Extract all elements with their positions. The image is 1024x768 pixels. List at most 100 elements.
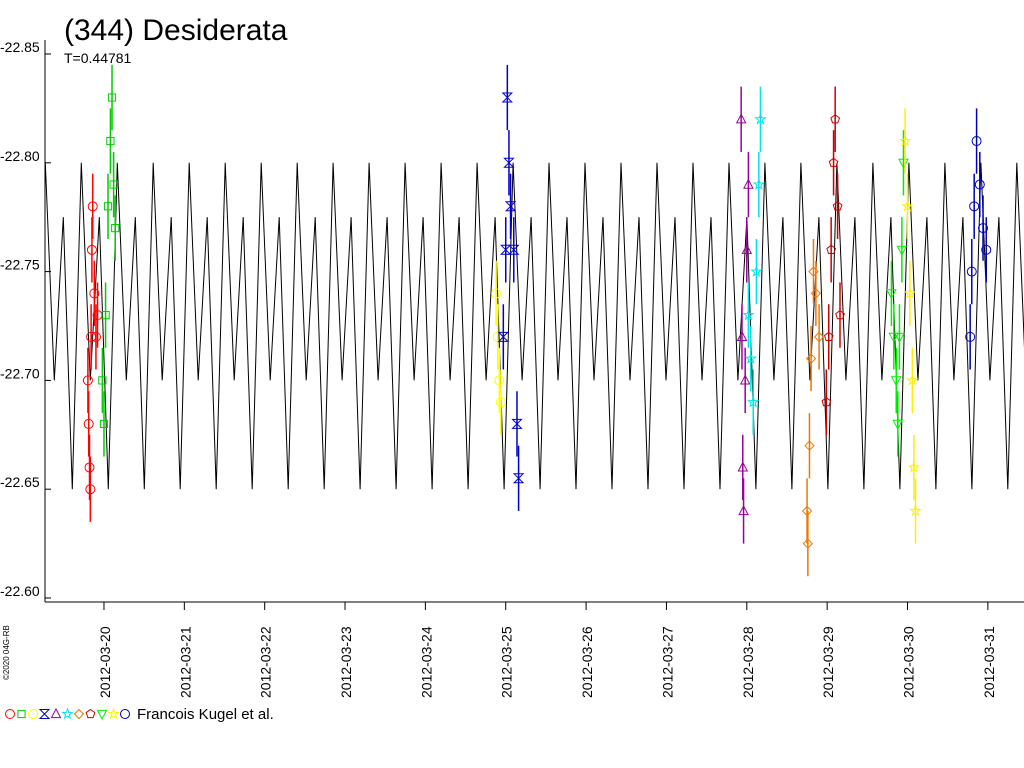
marker-diamond xyxy=(805,353,817,364)
marker-circle xyxy=(974,179,985,190)
marker-star xyxy=(906,374,919,386)
marker-bowtie xyxy=(511,418,523,429)
legend-symbol-group xyxy=(73,708,85,720)
legend-symbol-group xyxy=(96,709,108,721)
marker-bowtie xyxy=(512,473,525,484)
credit: ©2020 04G-RB xyxy=(2,625,11,680)
x-tick-label: 2012-03-31 xyxy=(981,626,997,698)
marker-diamond xyxy=(73,708,85,720)
marker-square xyxy=(107,93,117,102)
legend-symbol-group xyxy=(17,709,26,719)
y-tick-label: -22.85 xyxy=(0,39,40,55)
marker-triangle xyxy=(50,707,62,719)
marker-circle xyxy=(84,462,95,473)
legend-symbol-group xyxy=(107,707,120,720)
marker-star xyxy=(754,112,767,125)
x-tick-label: 2012-03-21 xyxy=(177,626,193,698)
x-tick-label: 2012-03-28 xyxy=(740,626,756,698)
legend-symbol-group xyxy=(50,707,62,719)
marker-triangle-down xyxy=(888,332,900,343)
marker-circle xyxy=(120,709,130,719)
x-tick-label: 2012-03-29 xyxy=(820,626,836,698)
marker-triangle xyxy=(737,461,749,472)
marker-bowtie xyxy=(504,201,517,212)
marker-circle xyxy=(90,331,101,342)
marker-star xyxy=(61,707,74,720)
legend-symbol-group xyxy=(5,709,15,719)
marker-bowtie xyxy=(501,92,514,103)
y-tick-label: -22.80 xyxy=(0,148,40,164)
marker-circle xyxy=(28,709,38,719)
x-tick-label: 2012-03-25 xyxy=(499,626,515,698)
marker-circle xyxy=(89,288,100,299)
marker-triangle-down xyxy=(896,245,908,256)
x-tick-label: 2012-03-24 xyxy=(418,626,434,698)
marker-star xyxy=(752,178,765,190)
marker-circle xyxy=(971,136,982,147)
marker-triangle-down xyxy=(886,289,897,300)
x-tick-label: 2012-03-30 xyxy=(900,626,916,698)
marker-triangle-down xyxy=(892,419,904,430)
marker-star xyxy=(909,504,922,517)
marker-triangle xyxy=(743,178,754,189)
marker-pentagon xyxy=(85,708,96,719)
marker-star xyxy=(107,707,120,720)
marker-star xyxy=(899,134,912,147)
marker-diamond xyxy=(810,288,822,299)
marker-diamond xyxy=(813,331,825,343)
x-tick-label: 2012-03-23 xyxy=(338,626,354,698)
marker-bowtie xyxy=(497,331,510,342)
model-curve xyxy=(45,162,1024,490)
marker-circle xyxy=(83,418,94,429)
marker-bowtie xyxy=(499,244,512,255)
marker-bowtie xyxy=(508,244,520,255)
marker-triangle xyxy=(738,504,749,516)
marker-square xyxy=(103,202,113,211)
marker-triangle xyxy=(735,113,747,124)
marker-circle xyxy=(87,201,98,212)
legend-symbol-group xyxy=(120,709,130,719)
marker-triangle-down xyxy=(890,376,902,387)
marker-circle xyxy=(492,331,503,342)
marker-pentagon xyxy=(835,309,845,320)
marker-circle xyxy=(965,331,976,342)
legend-symbol-group xyxy=(61,707,74,720)
y-tick-label: -22.60 xyxy=(0,583,40,599)
x-tick-label: 2012-03-26 xyxy=(579,626,595,698)
marker-circle xyxy=(495,397,506,408)
y-tick-label: -22.70 xyxy=(0,365,40,381)
marker-circle xyxy=(86,244,97,255)
x-tick-label: 2012-03-27 xyxy=(659,626,675,698)
marker-circle xyxy=(978,223,989,234)
marker-star xyxy=(750,265,763,277)
legend-symbol-group xyxy=(28,709,38,719)
legend-symbol-group xyxy=(85,708,96,719)
marker-pentagon xyxy=(826,244,836,254)
y-tick-label: -22.75 xyxy=(0,257,40,273)
marker-star xyxy=(901,199,914,212)
x-tick-label: 2012-03-20 xyxy=(97,626,113,698)
y-tick-label: -22.65 xyxy=(0,474,40,490)
marker-square xyxy=(106,136,115,146)
marker-square xyxy=(17,709,26,719)
marker-square xyxy=(98,376,107,385)
plot-area xyxy=(45,64,1024,577)
chart-title: (344) Desiderata xyxy=(64,14,288,47)
marker-pentagon xyxy=(830,114,841,124)
marker-star xyxy=(747,395,760,408)
marker-circle xyxy=(5,709,15,719)
x-tick-label: 2012-03-22 xyxy=(258,626,274,698)
marker-square xyxy=(109,180,118,189)
marker-diamond xyxy=(802,538,814,549)
marker-pentagon xyxy=(832,201,843,211)
legend-text: Francois Kugel et al. xyxy=(137,706,274,723)
marker-triangle xyxy=(741,243,753,254)
marker-star xyxy=(744,352,757,364)
marker-star xyxy=(903,286,916,299)
marker-bowtie xyxy=(503,157,515,168)
marker-circle xyxy=(85,484,96,495)
marker-triangle xyxy=(739,374,751,385)
marker-circle xyxy=(966,266,977,277)
marker-diamond xyxy=(804,440,815,451)
